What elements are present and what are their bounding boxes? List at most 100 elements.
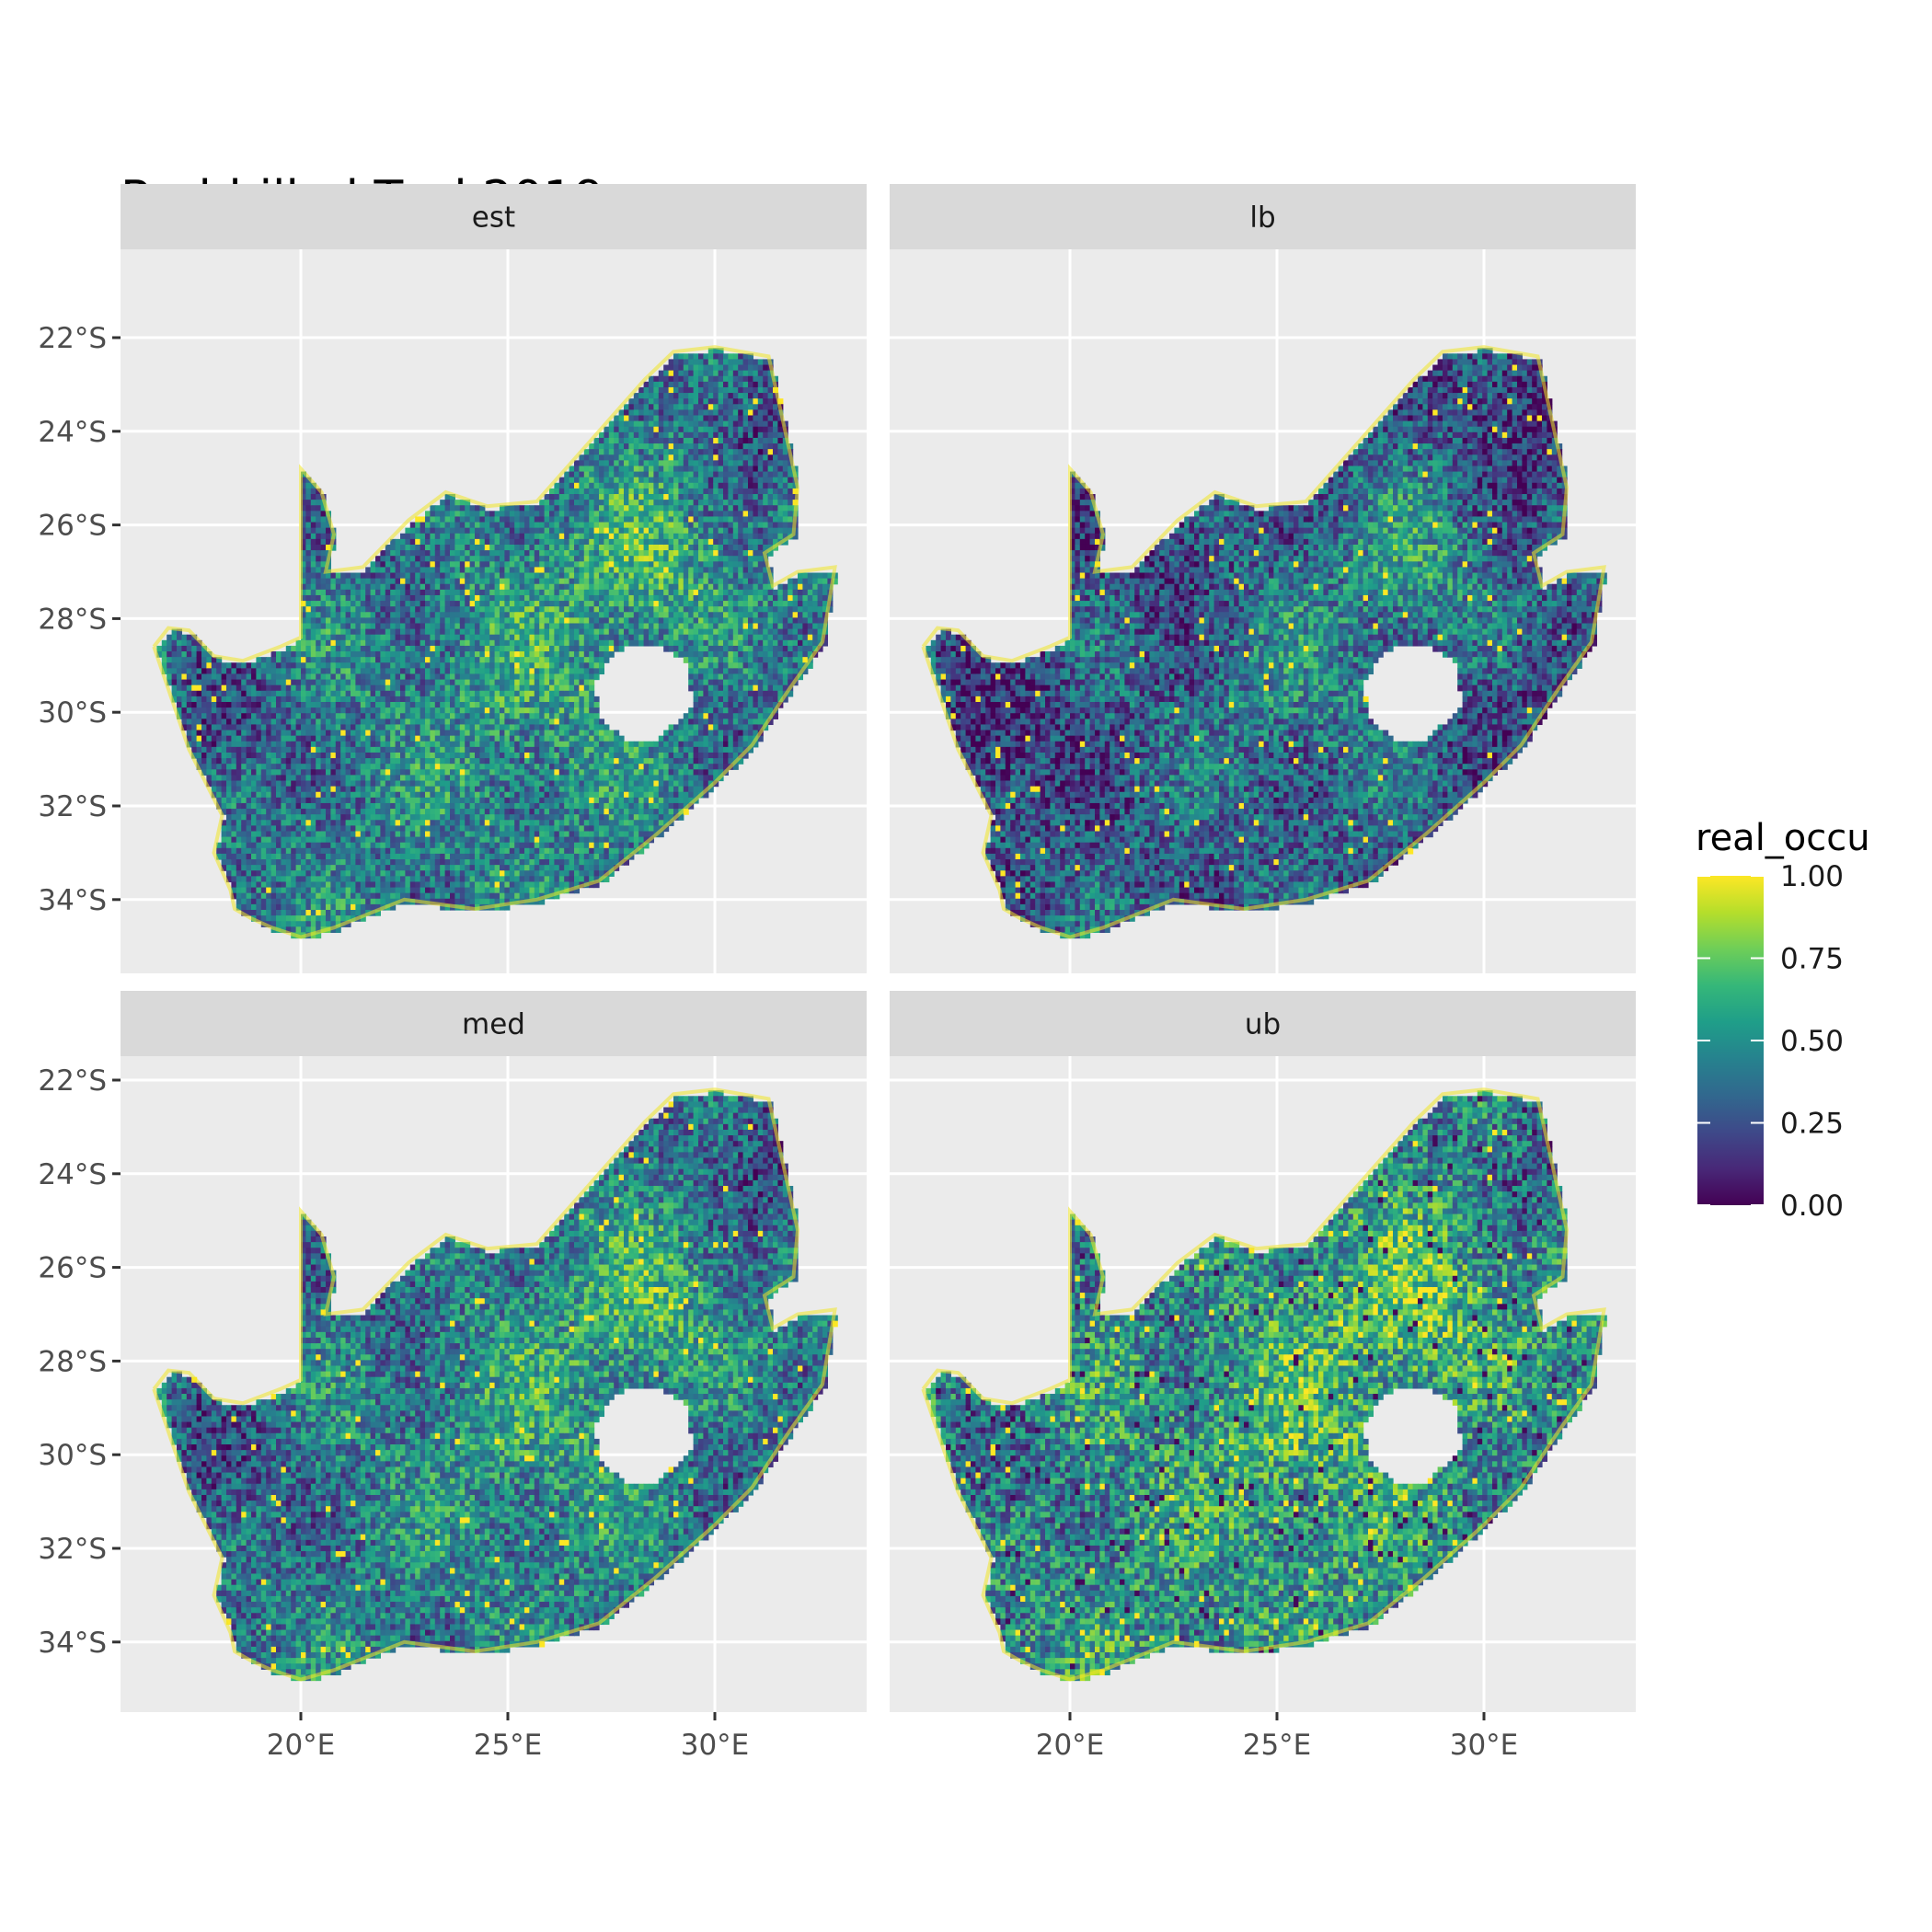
raster-cell (440, 736, 445, 742)
raster-cell (365, 837, 371, 844)
raster-cell (247, 809, 252, 815)
raster-cell (524, 528, 530, 535)
raster-cell (371, 662, 376, 669)
raster-cell (410, 764, 416, 770)
raster-cell (380, 798, 385, 804)
raster-cell (510, 831, 515, 837)
raster-cell (514, 516, 520, 523)
raster-cell (365, 685, 371, 692)
raster-cell (305, 820, 311, 826)
raster-cell (415, 539, 420, 546)
raster-cell (351, 904, 356, 911)
raster-cell (415, 736, 420, 742)
raster-cell (296, 876, 302, 882)
raster-cell (361, 673, 366, 680)
raster-cell (475, 584, 480, 591)
raster-cell (479, 736, 485, 742)
raster-cell (425, 573, 431, 580)
raster-cell (355, 719, 361, 725)
raster-cell (465, 893, 470, 900)
raster-cell (475, 612, 480, 618)
raster-cell (410, 556, 416, 562)
raster-cell (355, 617, 361, 624)
raster-cell (212, 747, 217, 753)
raster-cell (187, 685, 192, 692)
raster-cell (390, 865, 396, 871)
raster-cell (460, 691, 466, 697)
raster-cell (316, 787, 321, 793)
raster-cell (330, 651, 336, 658)
raster-cell (425, 511, 431, 517)
raster-cell (256, 854, 261, 860)
raster-cell (430, 606, 435, 613)
raster-cell (256, 831, 261, 837)
raster-cell (311, 528, 316, 535)
raster-cell (340, 825, 346, 832)
raster-cell (396, 893, 401, 900)
raster-cell (236, 673, 242, 680)
raster-cell (470, 859, 476, 866)
raster-cell (500, 702, 505, 708)
raster-cell (524, 623, 530, 629)
raster-cell (489, 573, 495, 580)
raster-cell (311, 567, 316, 573)
raster-cell (489, 730, 495, 737)
raster-cell (330, 843, 336, 849)
raster-cell (206, 707, 212, 714)
raster-cell (529, 567, 535, 573)
raster-cell (172, 680, 178, 686)
raster-cell (425, 673, 431, 680)
raster-cell (425, 843, 431, 849)
raster-cell (425, 742, 431, 748)
raster-cell (256, 865, 261, 871)
raster-cell (400, 859, 406, 866)
raster-cell (415, 854, 420, 860)
raster-cell (247, 843, 252, 849)
raster-cell (291, 848, 296, 855)
raster-cell (465, 601, 470, 607)
raster-cell (340, 730, 346, 737)
raster-cell (430, 617, 435, 624)
raster-cell (460, 635, 466, 641)
raster-cell (336, 601, 341, 607)
raster-cell (396, 657, 401, 663)
raster-cell (206, 696, 212, 703)
raster-cell (415, 876, 420, 882)
raster-cell (500, 657, 505, 663)
raster-cell (197, 736, 202, 742)
raster-cell (400, 854, 406, 860)
raster-cell (371, 561, 376, 568)
raster-cell (400, 595, 406, 602)
raster-cell (206, 713, 212, 719)
raster-cell (470, 707, 476, 714)
raster-cell (326, 831, 331, 837)
raster-cell (241, 719, 247, 725)
raster-cell (520, 516, 525, 523)
raster-cell (504, 617, 510, 624)
raster-cell (470, 809, 476, 815)
raster-cell (197, 730, 202, 737)
raster-cell (415, 550, 420, 557)
raster-cell (346, 870, 351, 877)
raster-cell (440, 881, 445, 888)
raster-cell (380, 719, 385, 725)
raster-cell (440, 590, 445, 596)
raster-cell (296, 915, 302, 922)
raster-cell (425, 534, 431, 540)
raster-cell (226, 742, 232, 748)
raster-cell (504, 528, 510, 535)
raster-cell (375, 612, 381, 618)
raster-cell (440, 505, 445, 512)
raster-cell (271, 651, 277, 658)
raster-cell (425, 584, 431, 591)
raster-cell (375, 837, 381, 844)
raster-cell (361, 606, 366, 613)
raster-cell (524, 606, 530, 613)
raster-cell (361, 899, 366, 905)
raster-cell (514, 550, 520, 557)
raster-cell (529, 854, 535, 860)
raster-cell (351, 825, 356, 832)
raster-cell (276, 899, 282, 905)
raster-cell (475, 899, 480, 905)
raster-cell (470, 523, 476, 529)
